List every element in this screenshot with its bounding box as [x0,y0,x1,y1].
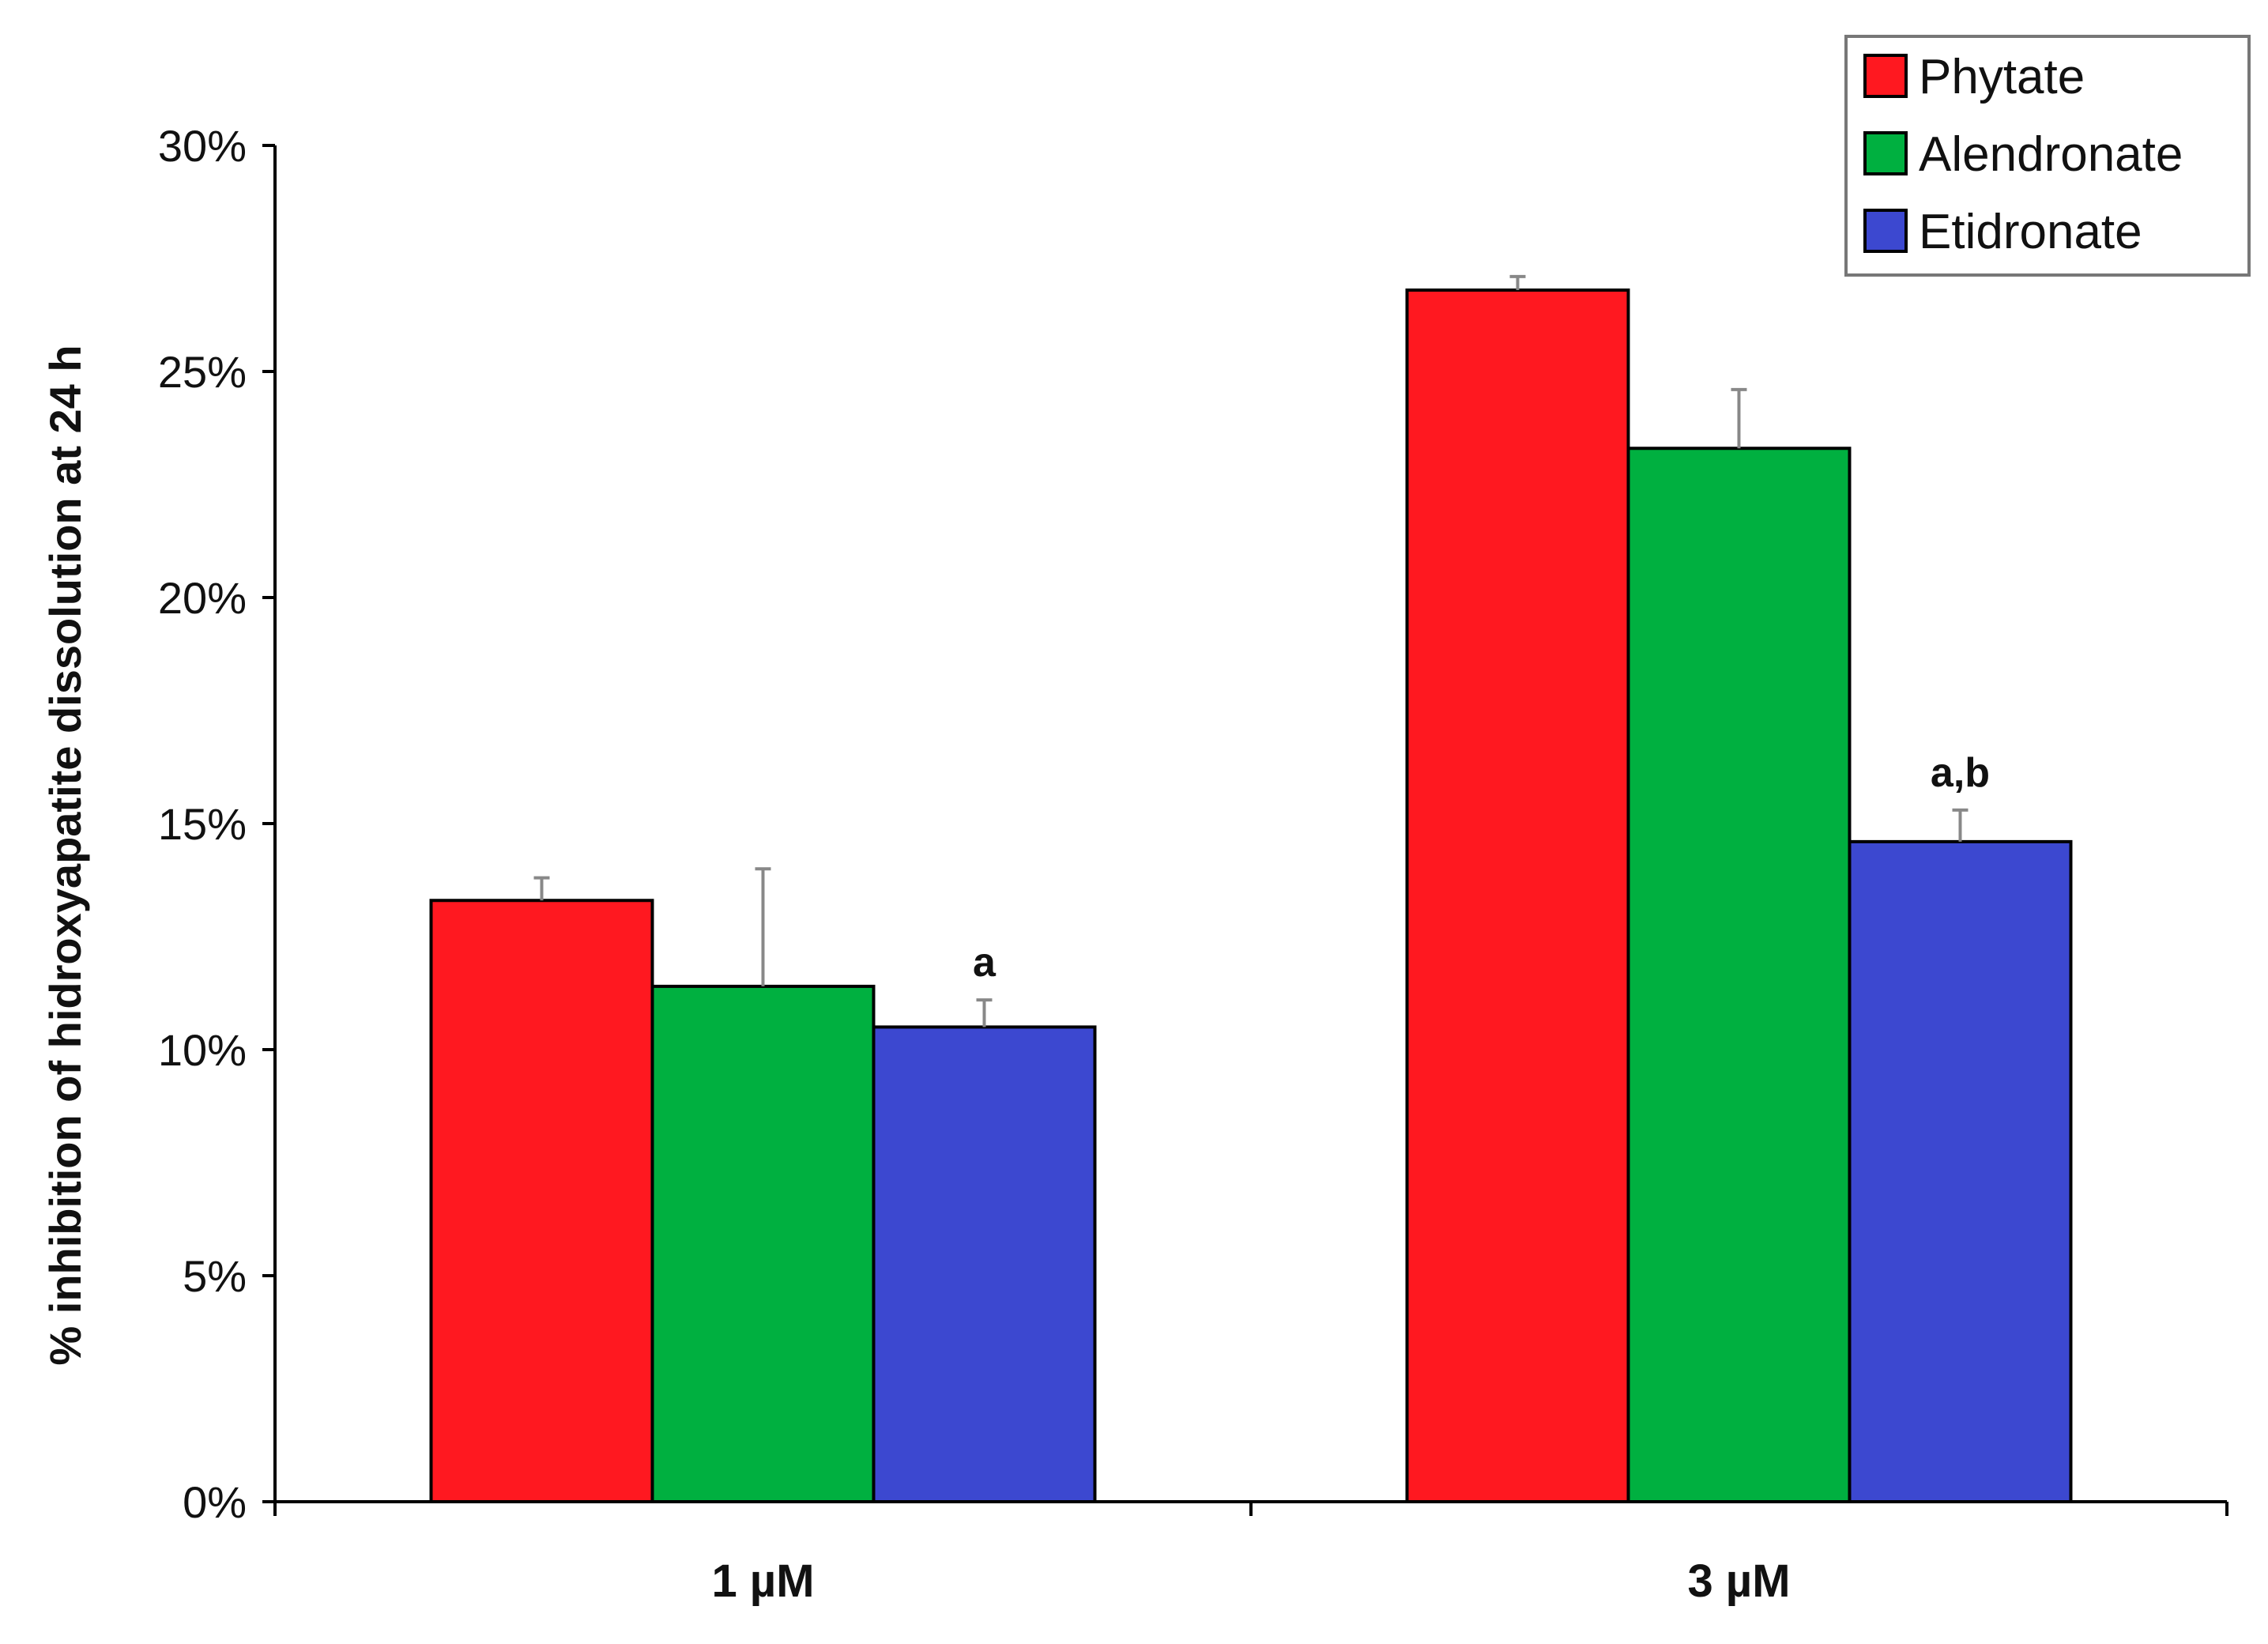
y-tick-label-3: 15% [158,799,247,849]
y-tick-label-1: 5% [183,1251,247,1301]
legend-box [1844,35,2251,277]
annotation-0: a [973,940,996,986]
legend-swatch-phytate [1863,54,1908,98]
legend: Phytate Alendronate Etidronate [1844,35,2251,277]
x-tick-label-0: 1 µM [711,1555,814,1607]
y-tick-label-2: 10% [158,1025,247,1075]
axes-layer [262,144,2228,1516]
y-tick-label-6: 30% [158,121,247,171]
bar-etidronate-0 [872,1025,1097,1503]
legend-swatch-etidronate [1863,209,1908,253]
bars-layer [429,274,2073,1504]
y-tick-label-0: 0% [183,1477,247,1527]
x-tick-label-1: 3 µM [1687,1555,1790,1607]
y-axis-title: % inhibition of hidroxyapatite dissoluti… [40,345,90,1365]
legend-label-phytate: Phytate [1919,50,2085,104]
bar-etidronate-1 [1848,839,2073,1503]
legend-label-alendronate: Alendronate [1919,127,2183,182]
bar-alendronate-1 [1626,447,1852,1503]
legend-swatch-alendronate [1863,131,1908,175]
bar-phytate-1 [1405,288,1630,1503]
labels-layer: 1 µM 3 µM a a,b 0% 5% 10% 15% 20% 25% 30% % inhibit… [40,121,1990,1607]
y-tick-label-4: 20% [158,573,247,623]
bar-alendronate-0 [650,984,876,1504]
bar-phytate-0 [429,899,654,1503]
annotation-1: a,b [1931,750,1990,796]
y-tick-label-5: 25% [158,347,247,397]
legend-label-etidronate: Etidronate [1919,205,2142,259]
